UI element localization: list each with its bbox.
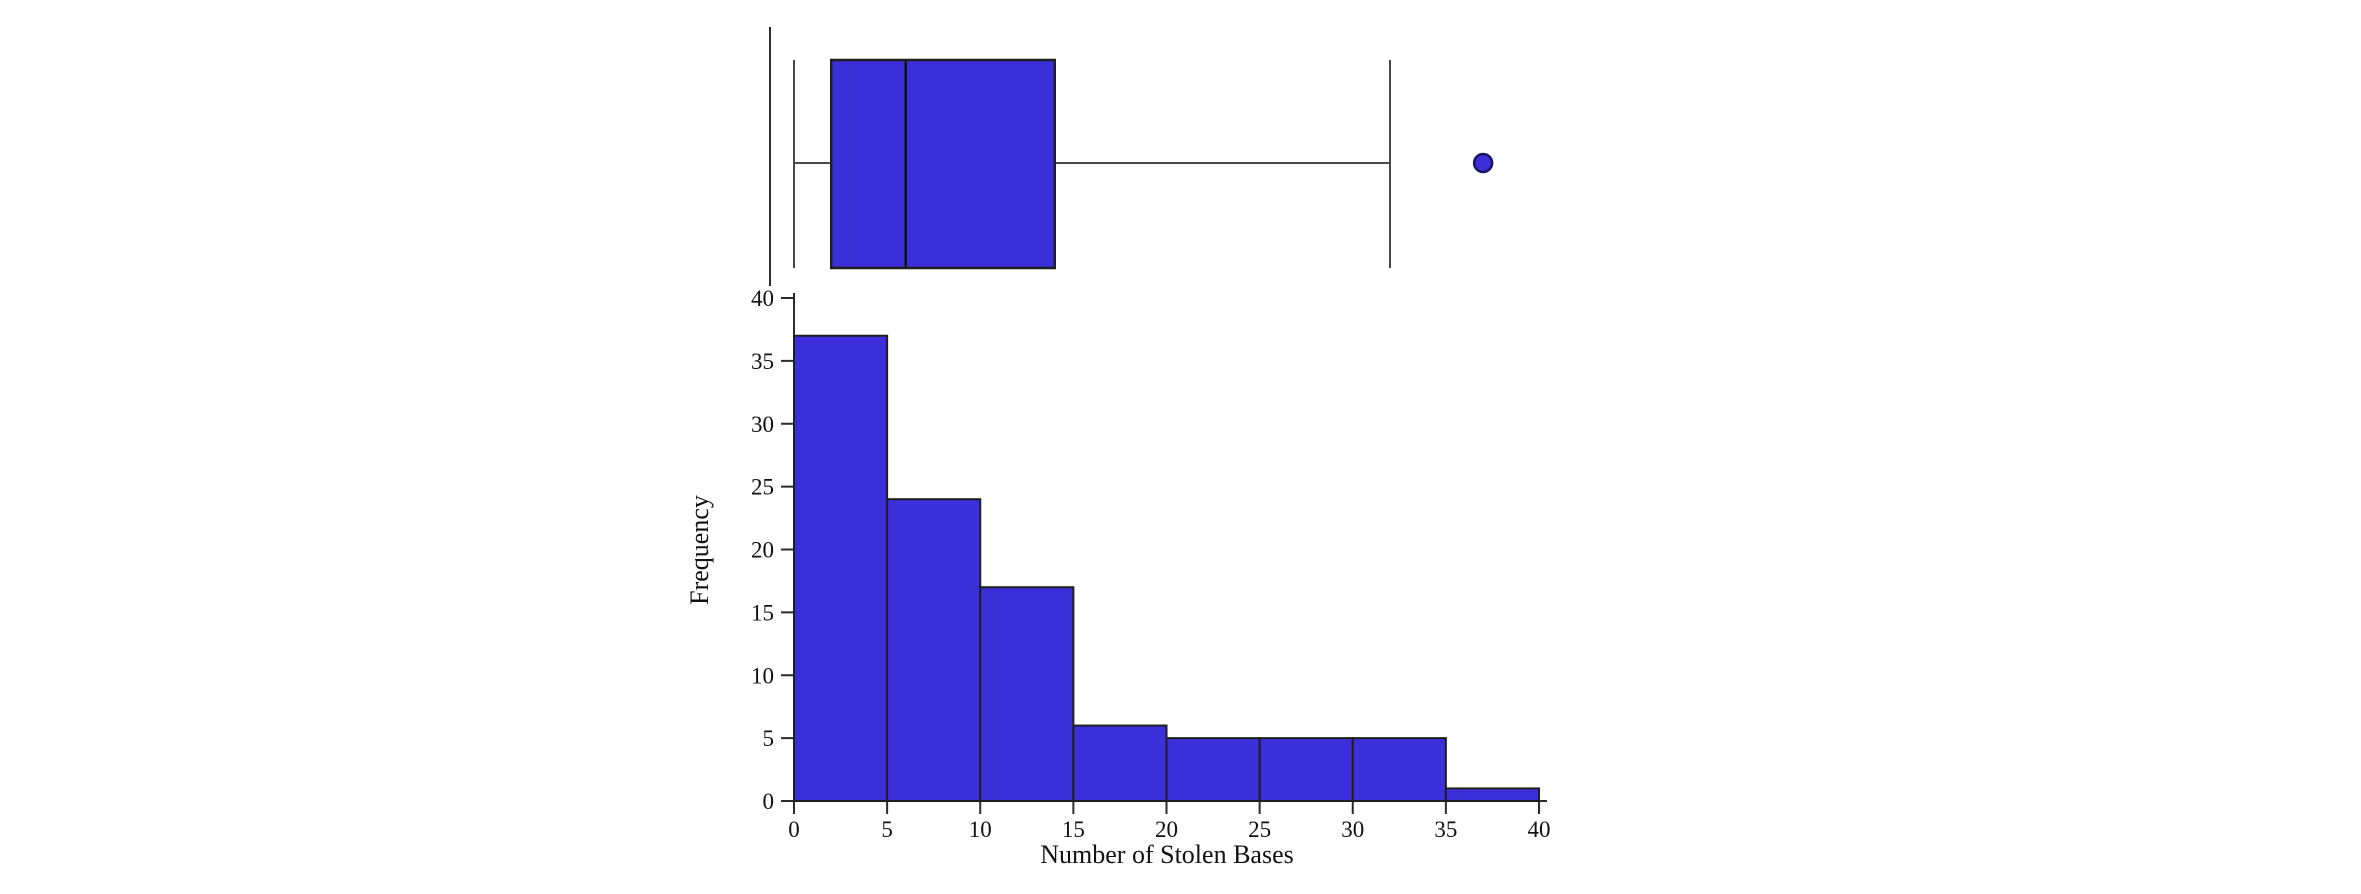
y-tick-label: 30: [751, 412, 774, 437]
histogram-bar: [1351, 737, 1447, 802]
histogram-bar: [1258, 737, 1354, 802]
x-tick-label: 0: [788, 817, 800, 842]
axes: 0 5 10 15 20 25 30 35 40 0 5 10 15 20 25 30 35 40: [751, 286, 1551, 842]
x-tick-label: 10: [969, 817, 992, 842]
histogram-bar: [979, 586, 1075, 802]
y-tick-label: 5: [763, 726, 775, 751]
x-tick-label: 40: [1528, 817, 1551, 842]
iqr-box: [830, 58, 1056, 270]
y-axis-label: Frequency: [685, 495, 714, 605]
x-tick-label: 15: [1062, 817, 1085, 842]
histogram-bar: [1165, 737, 1261, 802]
x-tick-label: 30: [1341, 817, 1364, 842]
x-tick-label: 25: [1248, 817, 1271, 842]
x-tick-label: 35: [1434, 817, 1457, 842]
y-tick-label: 35: [751, 349, 774, 374]
y-tick-label: 20: [751, 538, 774, 563]
histogram-bar: [793, 334, 889, 802]
histogram-bar: [886, 498, 982, 802]
boxplot: [769, 27, 1494, 286]
histogram-bars: [793, 334, 1540, 802]
histogram-bar: [1072, 724, 1168, 802]
y-tick-label: 15: [751, 600, 774, 625]
y-tick-label: 10: [751, 663, 774, 688]
histogram-bar: [1444, 787, 1540, 802]
x-axis-label: Number of Stolen Bases: [1040, 840, 1293, 869]
y-tick-label: 25: [751, 475, 774, 500]
x-tick-label: 5: [881, 817, 893, 842]
x-tick-label: 20: [1155, 817, 1178, 842]
outlier-point: [1472, 152, 1494, 174]
y-tick-label: 0: [763, 789, 775, 814]
y-tick-label: 40: [751, 286, 774, 311]
